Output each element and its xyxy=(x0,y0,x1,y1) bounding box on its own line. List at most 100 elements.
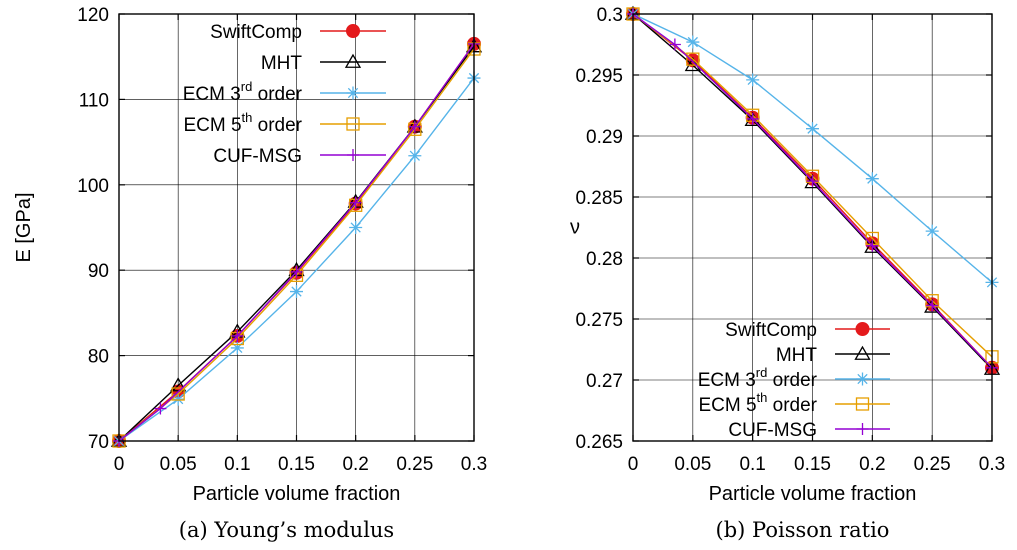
data-point xyxy=(926,299,939,312)
marker-plus xyxy=(290,265,303,278)
marker-asterisk xyxy=(746,73,760,87)
y-tick-label: 0.295 xyxy=(575,66,623,87)
x-axis-title: Particle volume fraction xyxy=(709,483,917,505)
data-point xyxy=(408,149,422,163)
y-axis-title: E [GPa] xyxy=(13,192,35,262)
y-tick-label: 0.28 xyxy=(586,249,623,270)
x-tick-label: 0.05 xyxy=(160,454,197,475)
legend-label: MHT xyxy=(776,345,818,366)
marker-asterisk xyxy=(290,285,303,299)
marker-square xyxy=(855,397,870,411)
legend-item: ECM 5th order xyxy=(698,390,890,416)
data-point xyxy=(668,38,681,51)
marker-asterisk xyxy=(686,35,700,49)
data-point xyxy=(806,175,819,188)
legend-marker xyxy=(854,345,871,360)
y-tick-label: 0.285 xyxy=(575,188,623,209)
legend-item: MHT xyxy=(261,53,386,74)
marker-plus xyxy=(746,112,759,125)
y-tick-label: 0.3 xyxy=(597,5,623,26)
panel-youngs-modulus: 70 80 90 100 110 120 0 0.05 0.1 0.15 0.2 0.25 0.3 Swi… xyxy=(13,5,487,542)
series-group xyxy=(110,36,483,448)
x-tick-label: 0.15 xyxy=(278,454,315,475)
y-tick-label: 100 xyxy=(77,176,109,197)
y-axis-title: ν xyxy=(570,217,580,239)
data-point xyxy=(806,122,819,136)
legend-item: MHT xyxy=(776,345,890,366)
data-point xyxy=(170,377,187,392)
marker-asterisk xyxy=(171,392,185,406)
marker-triangle xyxy=(854,345,871,360)
x-axis-title: Particle volume fraction xyxy=(193,483,401,505)
legend-marker xyxy=(346,117,360,131)
legend-label: ECM 5th order xyxy=(698,390,817,416)
y-tick-label: 90 xyxy=(88,261,109,282)
data-point xyxy=(231,329,244,342)
data-point xyxy=(866,239,879,252)
x-tick-label: 0 xyxy=(628,454,639,475)
x-tick-label: 0 xyxy=(114,454,125,475)
y-tick-label: 0.275 xyxy=(575,310,623,331)
legend-label: ECM 5th order xyxy=(183,110,302,136)
legend-item: CUF-MSG xyxy=(213,146,386,167)
x-tick-label: 0.15 xyxy=(794,454,831,475)
data-point xyxy=(925,224,939,238)
x-tick-label: 0.05 xyxy=(674,454,711,475)
x-tick-label: 0.3 xyxy=(979,454,1005,475)
marker-plus xyxy=(231,329,244,342)
x-tick-label: 0.1 xyxy=(224,454,250,475)
y-tick-label: 70 xyxy=(88,432,109,453)
legend-marker xyxy=(344,53,362,68)
legend-item: SwiftComp xyxy=(210,22,386,43)
marker-plus xyxy=(926,299,939,312)
marker-asterisk xyxy=(349,221,363,234)
marker-plus xyxy=(806,175,819,188)
marker-asterisk xyxy=(806,122,819,136)
legend-label: CUF-MSG xyxy=(728,420,817,441)
y-tick-label: 110 xyxy=(79,90,109,111)
data-point xyxy=(686,35,700,49)
data-point xyxy=(349,196,362,209)
marker-asterisk xyxy=(346,86,360,100)
legend-item: ECM 3rd order xyxy=(183,79,386,105)
legend-item: SwiftComp xyxy=(725,320,890,341)
marker-plus xyxy=(408,120,421,133)
legend-label: SwiftComp xyxy=(210,22,302,43)
data-point xyxy=(349,221,363,234)
panel-caption: (a) Young’s modulus xyxy=(179,518,394,542)
y-tick-label: 0.27 xyxy=(586,371,623,392)
y-tick-label: 0.265 xyxy=(575,432,623,453)
marker-plus xyxy=(668,38,681,51)
panel-caption: (b) Poisson ratio xyxy=(716,518,890,542)
marker-asterisk xyxy=(408,149,422,163)
marker-asterisk xyxy=(230,341,244,355)
y-tick-label: 120 xyxy=(77,5,109,26)
legend-label: ECM 3rd order xyxy=(698,365,818,391)
x-tick-label: 0.25 xyxy=(396,454,433,475)
legend: SwiftComp MHT ECM 3rd order ECM 5th order CU… xyxy=(183,22,386,167)
legend-item: CUF-MSG xyxy=(728,420,890,441)
legend-label: MHT xyxy=(261,53,303,74)
x-tick-label: 0.25 xyxy=(914,454,951,475)
legend-marker xyxy=(855,397,870,411)
x-tick-label: 0.1 xyxy=(739,454,765,475)
data-point xyxy=(408,120,421,133)
plot-frame xyxy=(632,13,993,442)
marker-plus xyxy=(349,196,362,209)
legend-label: SwiftComp xyxy=(725,320,817,341)
marker-asterisk xyxy=(925,224,939,238)
data-point xyxy=(746,112,759,125)
legend-label: ECM 3rd order xyxy=(183,79,303,105)
marker-plus xyxy=(866,239,879,252)
axes: 70 80 90 100 110 120 0 0.05 0.1 0.15 0.2 0.25 0.3 xyxy=(77,5,487,475)
legend-marker xyxy=(856,423,869,435)
legend-marker xyxy=(855,322,870,336)
marker-square xyxy=(686,52,700,66)
marker-square xyxy=(346,117,360,131)
data-point xyxy=(865,172,879,186)
marker-asterisk xyxy=(865,172,879,186)
legend-item: ECM 5th order xyxy=(183,110,386,136)
marker-circle xyxy=(855,322,870,336)
